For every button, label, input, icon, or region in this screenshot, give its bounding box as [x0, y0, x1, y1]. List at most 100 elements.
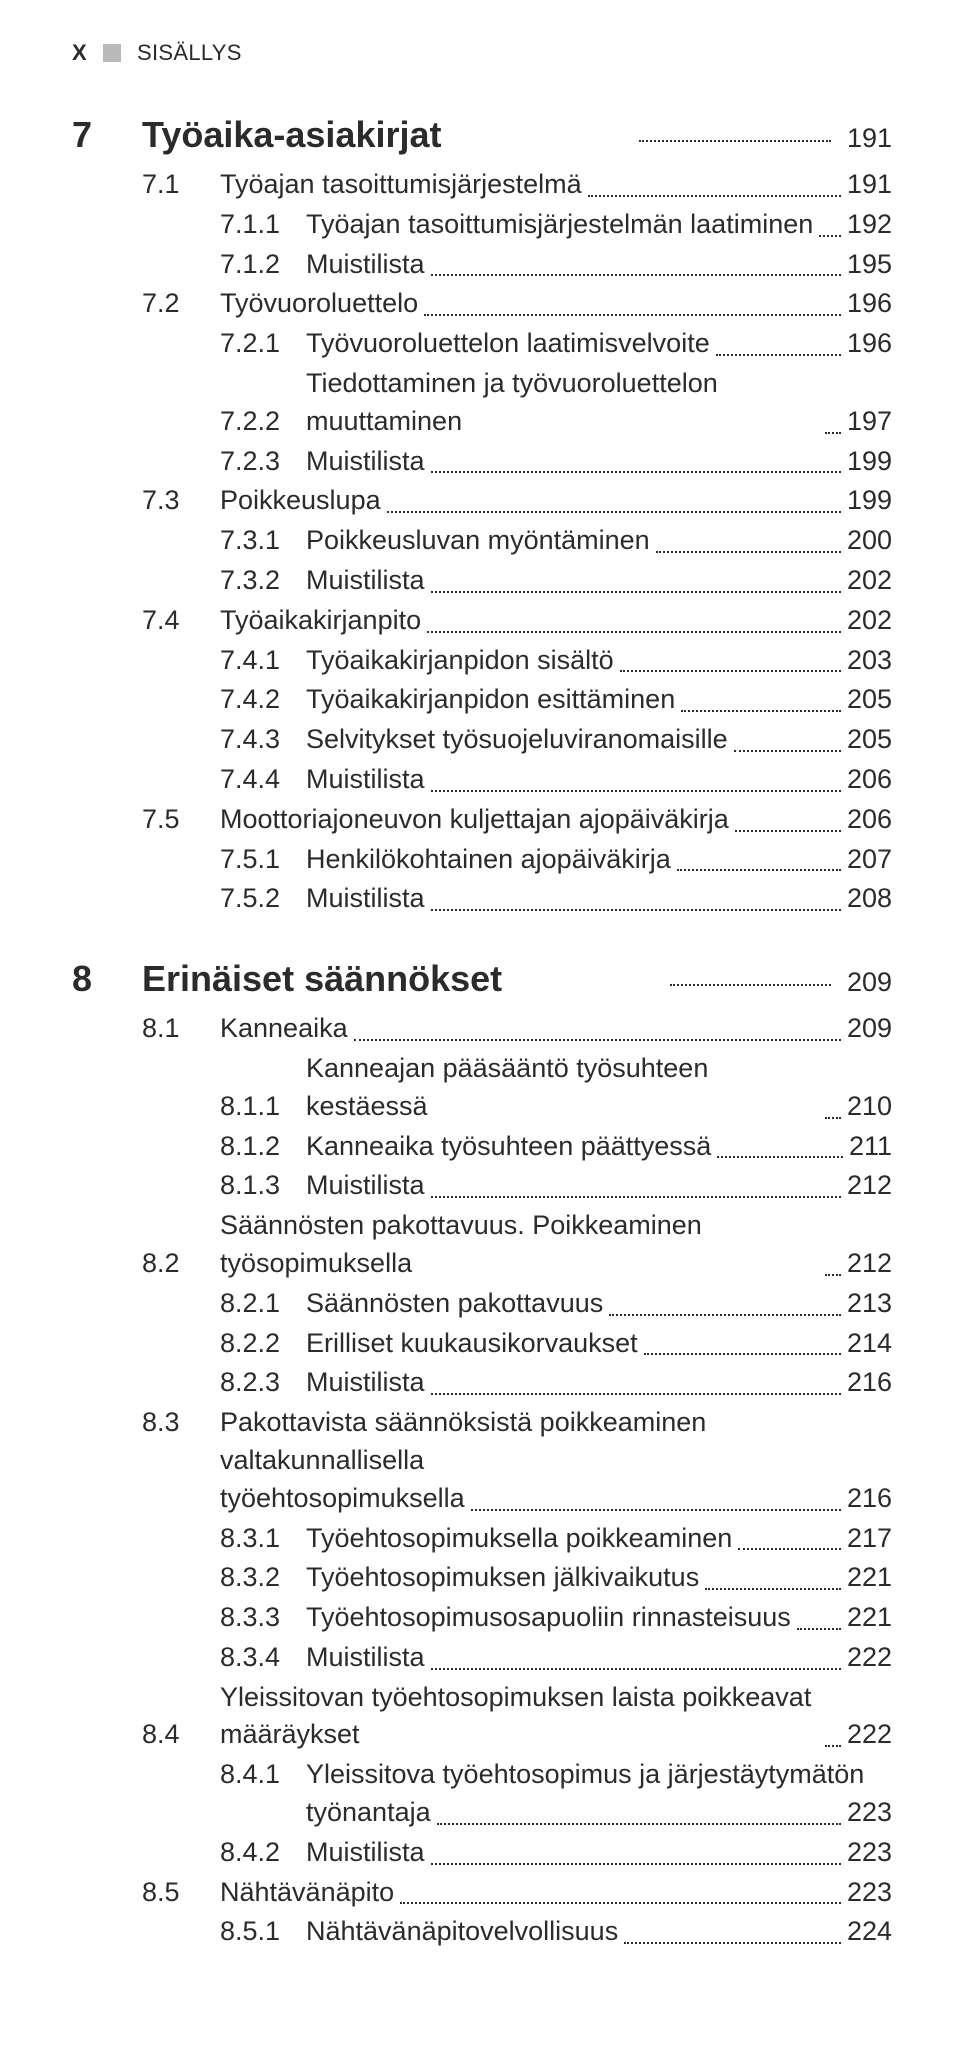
toc-page: 202 [847, 562, 892, 600]
toc-title-cont: työehtosopimuksella [220, 1480, 465, 1518]
page: X SISÄLLYS 7Työaika-asiakirjat1917.1Työa… [0, 0, 960, 2071]
toc-title: Muistilista [306, 1639, 425, 1677]
dot-leader [624, 1942, 841, 1944]
toc-page: 210 [847, 1088, 892, 1126]
dot-leader [437, 1823, 841, 1825]
dot-leader [825, 1274, 841, 1276]
toc-page: 221 [847, 1559, 892, 1597]
toc-page: 206 [847, 761, 892, 799]
dot-leader [431, 1393, 841, 1395]
toc-number: 8.1.3 [220, 1167, 306, 1205]
toc-number: 7.5 [142, 801, 220, 839]
toc-number: 8.1.2 [220, 1128, 306, 1166]
dot-leader [825, 1117, 841, 1119]
toc-title-cont: työnantaja [306, 1794, 431, 1832]
toc-page: 221 [847, 1599, 892, 1637]
toc-entry: 8.3.1Työehtosopimuksella poikkeaminen217 [72, 1520, 892, 1558]
toc-entry: 8.3.2Työehtosopimuksen jälkivaikutus221 [72, 1559, 892, 1597]
toc-number: 8.3.4 [220, 1639, 306, 1677]
toc-title: Moottoriajoneuvon kuljettajan ajopäiväki… [220, 801, 729, 839]
toc-title: Erilliset kuukausikorvaukset [306, 1325, 638, 1363]
dot-leader [677, 869, 841, 871]
toc-page: 222 [847, 1639, 892, 1677]
toc-entry: 7.4.1Työaikakirjanpidon sisältö203 [72, 642, 892, 680]
toc-number: 8.1 [142, 1010, 220, 1048]
toc-page: 196 [847, 325, 892, 363]
toc-entry: 8.2Säännösten pakottavuus. Poikkeaminen … [72, 1207, 892, 1283]
dot-leader [431, 1196, 841, 1198]
toc-page: 213 [847, 1285, 892, 1323]
toc-page: 203 [847, 642, 892, 680]
toc-title: Työajan tasoittumisjärjestelmä [220, 166, 582, 204]
toc-title: Työajan tasoittumisjärjestelmän laatimin… [306, 206, 813, 244]
toc-entry: 7.2.1Työvuoroluettelon laatimisvelvoite1… [72, 325, 892, 363]
toc-page: 216 [847, 1480, 892, 1518]
dot-leader [609, 1314, 841, 1316]
chapter-block: 8Erinäiset säännökset2098.1Kanneaika2098… [72, 958, 892, 1951]
chapter-row: 8Erinäiset säännökset209 [72, 958, 892, 1000]
toc-page: 223 [847, 1834, 892, 1872]
toc-number: 8.2.1 [220, 1285, 306, 1323]
toc-entry: 8.5.1Nähtävänäpitovelvollisuus224 [72, 1913, 892, 1951]
toc-number: 8.3 [142, 1404, 220, 1480]
chapter-number: 8 [72, 958, 142, 1000]
toc-number: 7.2 [142, 285, 220, 323]
header-square-icon [103, 44, 121, 62]
toc-entry: 8.3.3Työehtosopimusosapuoliin rinnasteis… [72, 1599, 892, 1637]
toc-number: 7.5.1 [220, 841, 306, 879]
dot-leader [431, 471, 841, 473]
dot-leader [639, 132, 831, 142]
toc-number: 7.5.2 [220, 880, 306, 918]
toc-entry: 8.3Pakottavista säännöksistä poikkeamine… [72, 1404, 892, 1517]
toc-entry: 8.1.2Kanneaika työsuhteen päättyessä 211 [72, 1128, 892, 1166]
toc-title: Selvitykset työsuojeluviranomaisille [306, 721, 728, 759]
toc-page: 205 [847, 721, 892, 759]
toc-page: 199 [847, 482, 892, 520]
toc-entry: 7.4.2Työaikakirjanpidon esittäminen205 [72, 681, 892, 719]
chapter-block: 7Työaika-asiakirjat1917.1Työajan tasoitt… [72, 114, 892, 918]
toc-number: 7.1 [142, 166, 220, 204]
toc-page: 223 [847, 1874, 892, 1912]
chapter-number: 7 [72, 114, 142, 156]
dot-leader [431, 790, 841, 792]
toc-number: 7.3.1 [220, 522, 306, 560]
toc-title: Muistilista [306, 246, 425, 284]
toc-page: 212 [847, 1245, 892, 1283]
running-header: X SISÄLLYS [72, 40, 892, 66]
toc-page: 211 [849, 1128, 892, 1166]
chapter-page: 191 [847, 123, 892, 154]
toc-number: 7.2.1 [220, 325, 306, 363]
dot-leader [717, 1156, 843, 1158]
toc-number: 7.4.3 [220, 721, 306, 759]
toc-number: 8.3.2 [220, 1559, 306, 1597]
toc-page: 224 [847, 1913, 892, 1951]
toc-entry: 8.1Kanneaika209 [72, 1010, 892, 1048]
toc-number: 8.4 [142, 1716, 220, 1754]
toc-number: 7.4.2 [220, 681, 306, 719]
toc-entry: 8.4.2Muistilista223 [72, 1834, 892, 1872]
toc-title: Nähtävänäpito [220, 1874, 394, 1912]
toc-page: 197 [847, 403, 892, 441]
toc-entry: 7.5.2Muistilista208 [72, 880, 892, 918]
toc-page: 214 [847, 1325, 892, 1363]
toc-entry: 8.3.4Muistilista 222 [72, 1639, 892, 1677]
toc-number: 7.3 [142, 482, 220, 520]
toc-number: 7.2.3 [220, 443, 306, 481]
toc-title: Muistilista [306, 1364, 425, 1402]
toc-page: 208 [847, 880, 892, 918]
dot-leader [387, 511, 841, 513]
dot-leader [471, 1509, 841, 1511]
dot-leader [431, 1863, 841, 1865]
dot-leader [644, 1353, 841, 1355]
toc-entry: 8.2.2Erilliset kuukausikorvaukset214 [72, 1325, 892, 1363]
toc-title: Työaikakirjanpito [220, 602, 421, 640]
toc-entry: 8.5Nähtävänäpito223 [72, 1874, 892, 1912]
toc-page: 217 [847, 1520, 892, 1558]
toc-title: Kanneaika työsuhteen päättyessä [306, 1128, 711, 1166]
toc-title: Yleissitova työehtosopimus ja järjestäyt… [306, 1756, 864, 1794]
toc-entry: 7.5.1Henkilökohtainen ajopäiväkirja207 [72, 841, 892, 879]
header-label: SISÄLLYS [137, 40, 242, 66]
chapter-row: 7Työaika-asiakirjat191 [72, 114, 892, 156]
dot-leader [431, 591, 841, 593]
dot-leader [735, 830, 841, 832]
